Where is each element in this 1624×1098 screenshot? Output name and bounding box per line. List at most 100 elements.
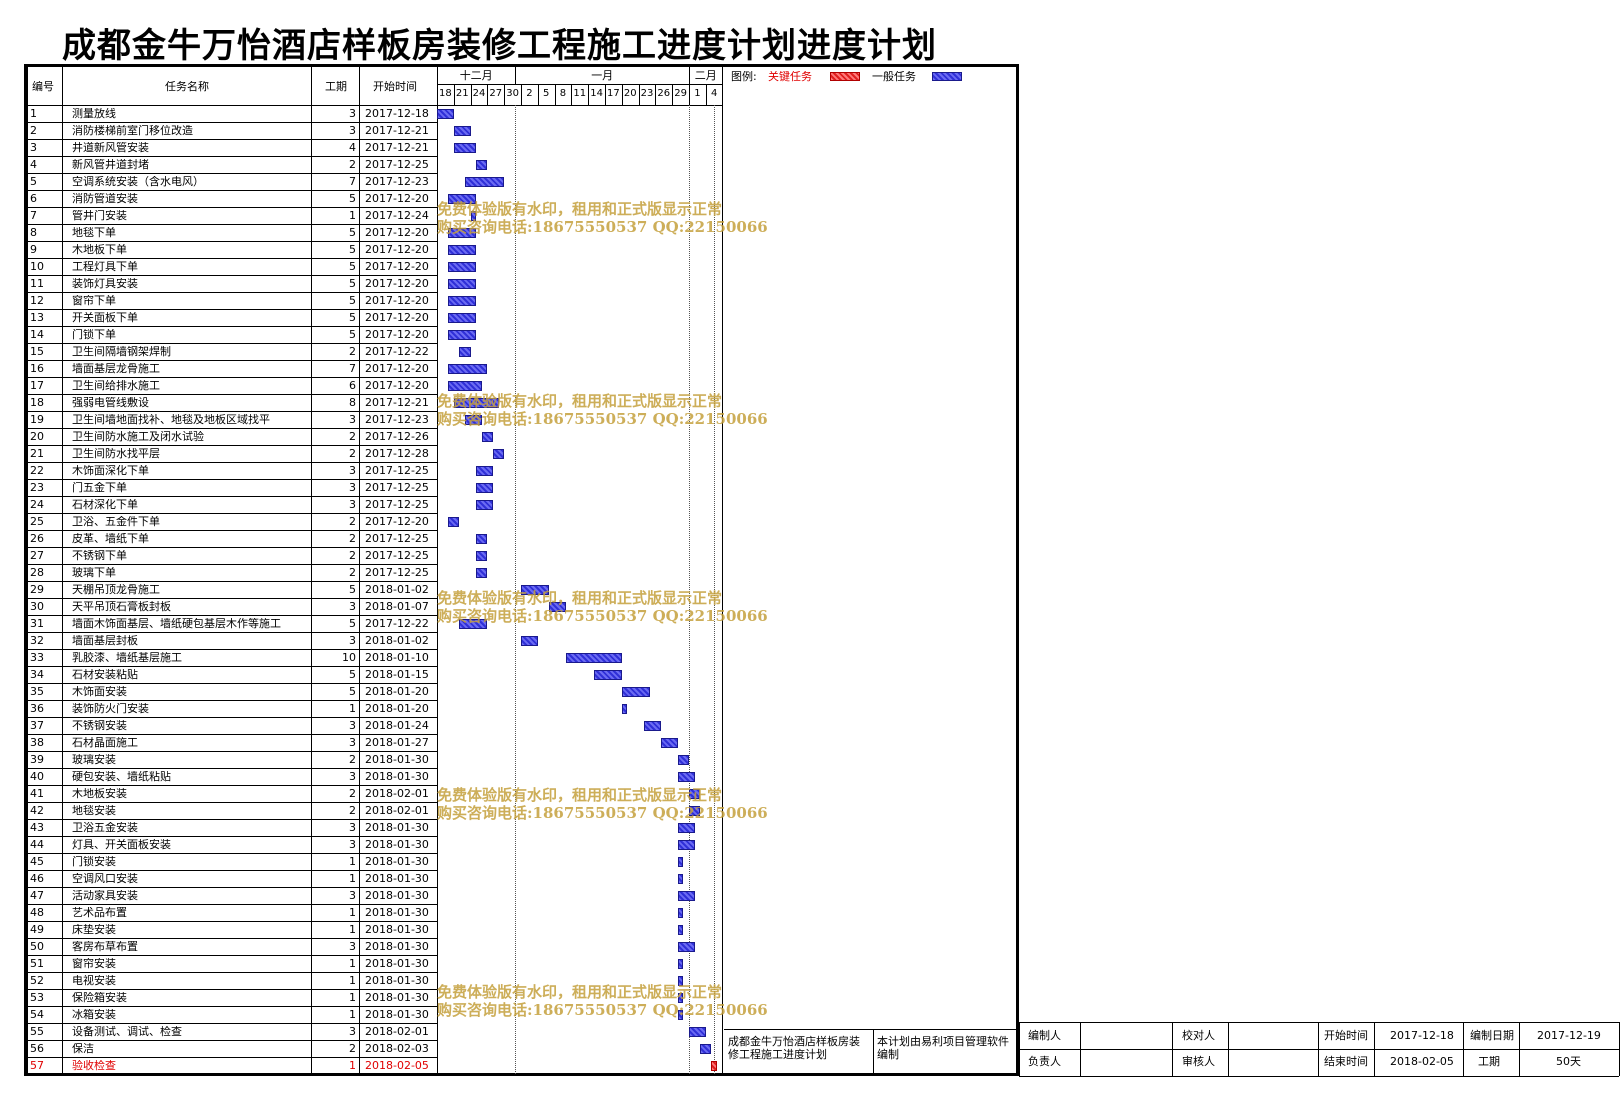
task-no: 46 — [30, 873, 44, 884]
task-bar — [565, 653, 622, 663]
task-name: 空调系统安装（含水电风） — [72, 176, 204, 187]
task-duration: 3 — [349, 601, 356, 612]
task-no: 34 — [30, 669, 44, 680]
task-start: 2018-01-30 — [365, 890, 429, 901]
task-no: 44 — [30, 839, 44, 850]
task-duration: 3 — [349, 720, 356, 731]
task-bar — [593, 670, 622, 680]
task-name: 不锈钢下单 — [72, 550, 127, 561]
task-duration: 5 — [349, 618, 356, 629]
task-no: 31 — [30, 618, 44, 629]
task-name: 床垫安装 — [72, 924, 116, 935]
task-duration: 3 — [349, 125, 356, 136]
watermark: 免费体验版有水印，租用和正式版显示正常 购买咨询电话:18675550537 QQ… — [437, 983, 768, 1019]
task-name: 石材晶面施工 — [72, 737, 138, 748]
task-duration: 3 — [349, 482, 356, 493]
task-duration: 3 — [349, 465, 356, 476]
footer-end-label: 结束时间 — [1324, 1055, 1368, 1068]
task-name: 窗帘下单 — [72, 295, 116, 306]
task-duration: 10 — [342, 652, 356, 663]
task-duration: 1 — [349, 975, 356, 986]
row-line — [27, 139, 437, 140]
task-name: 空调风口安装 — [72, 873, 138, 884]
task-duration: 8 — [349, 397, 356, 408]
task-start: 2017-12-20 — [365, 227, 429, 238]
footer-start-value: 2017-12-18 — [1390, 1029, 1454, 1042]
day-divider — [672, 84, 674, 105]
month-divider — [689, 67, 690, 84]
row-line — [27, 224, 437, 225]
day-divider — [655, 84, 657, 105]
task-no: 19 — [30, 414, 44, 425]
task-start: 2017-12-26 — [365, 431, 429, 442]
task-no: 50 — [30, 941, 44, 952]
footer-date-value: 2017-12-19 — [1537, 1029, 1601, 1042]
task-no: 2 — [30, 125, 37, 136]
task-no: 51 — [30, 958, 44, 969]
day-label: 30 — [506, 89, 519, 99]
grid-column-line — [722, 67, 723, 1074]
task-no: 11 — [30, 278, 44, 289]
row-line — [27, 479, 437, 480]
task-no: 7 — [30, 210, 37, 221]
task-bar — [470, 211, 477, 221]
task-start: 2018-01-30 — [365, 839, 429, 850]
task-start: 2017-12-20 — [365, 193, 429, 204]
task-name: 消防楼梯前室门移位改造 — [72, 125, 193, 136]
row-line — [27, 802, 437, 803]
task-name: 卫生间防水找平层 — [72, 448, 160, 459]
task-bar — [448, 313, 477, 323]
task-no: 40 — [30, 771, 44, 782]
task-no: 12 — [30, 295, 44, 306]
task-name: 硬包安装、墙纸粘贴 — [72, 771, 171, 782]
month-boundary-dotted-line — [515, 105, 517, 1074]
task-no: 14 — [30, 329, 44, 340]
task-duration: 5 — [349, 686, 356, 697]
day-label: 20 — [623, 89, 637, 99]
task-no: 42 — [30, 805, 44, 816]
watermark-line2: 购买咨询电话:18675550537 QQ:22150066 — [437, 804, 768, 822]
task-start: 2018-01-30 — [365, 924, 429, 935]
task-duration: 2 — [349, 1043, 356, 1054]
task-start: 2018-01-02 — [365, 584, 429, 595]
task-name: 墙面基层封板 — [72, 635, 138, 646]
footer-duration-label: 工期 — [1478, 1055, 1500, 1068]
row-line — [27, 411, 437, 412]
task-name: 皮革、墙纸下单 — [72, 533, 149, 544]
task-no: 33 — [30, 652, 44, 663]
task-name: 卫生间给排水施工 — [72, 380, 160, 391]
task-duration: 2 — [349, 805, 356, 816]
task-bar — [453, 398, 499, 408]
task-name: 门五金下单 — [72, 482, 127, 493]
task-name: 保险箱安装 — [72, 992, 127, 1003]
row-line — [27, 921, 437, 922]
task-duration: 2 — [349, 516, 356, 527]
task-bar — [476, 500, 493, 510]
task-no: 57 — [30, 1060, 44, 1071]
task-duration: 5 — [349, 669, 356, 680]
task-duration: 3 — [349, 1026, 356, 1037]
day-divider — [453, 84, 455, 105]
task-duration: 1 — [349, 873, 356, 884]
task-duration: 3 — [349, 635, 356, 646]
task-no: 3 — [30, 142, 37, 153]
task-name: 卫浴、五金件下单 — [72, 516, 160, 527]
task-bar — [677, 925, 684, 935]
month-label: 二月 — [694, 70, 717, 81]
task-start: 2018-01-30 — [365, 992, 429, 1003]
task-name: 管井门安装 — [72, 210, 127, 221]
task-start: 2018-01-27 — [365, 737, 429, 748]
month-label: 一月 — [591, 70, 614, 81]
task-duration: 3 — [349, 737, 356, 748]
task-duration: 3 — [349, 414, 356, 425]
task-start: 2017-12-21 — [365, 125, 429, 136]
task-start: 2017-12-25 — [365, 465, 429, 476]
task-start: 2017-12-20 — [365, 244, 429, 255]
task-bar — [437, 109, 454, 119]
day-label: 1 — [694, 89, 701, 99]
task-start: 2017-12-25 — [365, 567, 429, 578]
day-divider — [621, 84, 623, 105]
task-name: 木饰面深化下单 — [72, 465, 149, 476]
row-line — [27, 343, 437, 344]
task-name: 地毯安装 — [72, 805, 116, 816]
